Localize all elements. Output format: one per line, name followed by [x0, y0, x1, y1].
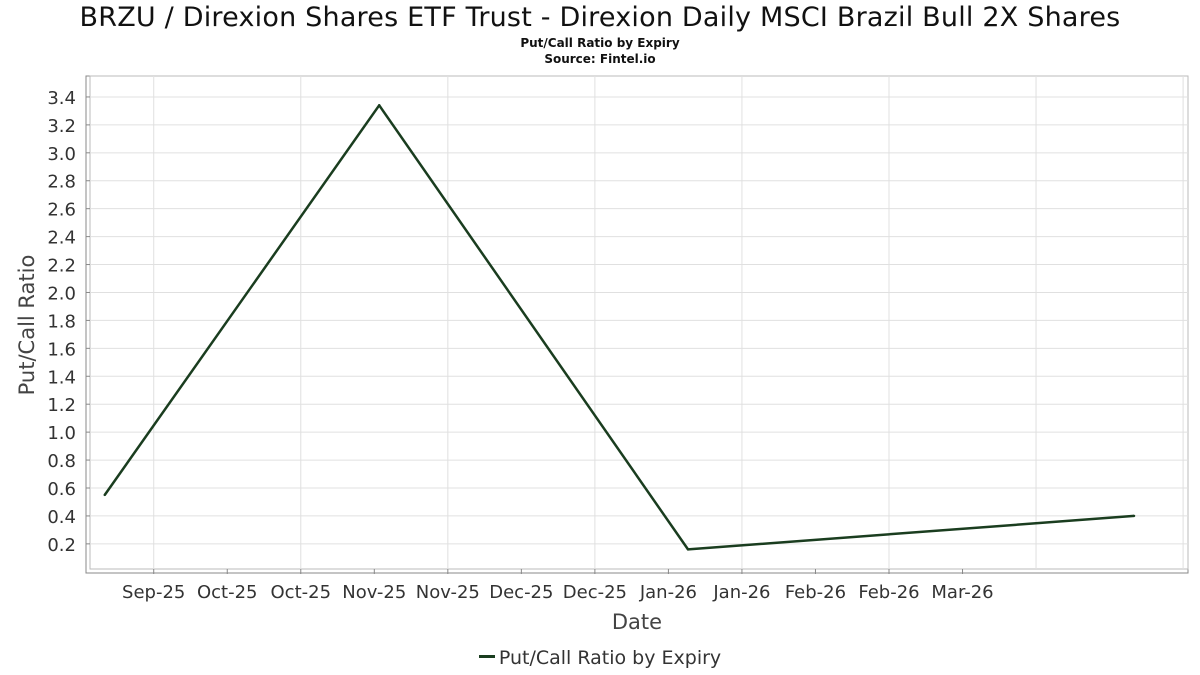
y-tick-label: 2.0 [47, 283, 76, 304]
x-axis-label: Date [612, 610, 662, 634]
chart-title: BRZU / Direxion Shares ETF Trust - Direx… [79, 2, 1121, 33]
y-tick-label: 1.2 [47, 395, 76, 416]
y-axis-ticks: 0.2 0.4 0.6 0.8 1.0 1.2 1.4 1.6 1.8 2.0 2.2 2.4 2.6 2… [47, 88, 90, 556]
x-tick-label: Dec-25 [489, 582, 553, 603]
data-point [1132, 514, 1136, 518]
y-tick-label: 2.4 [47, 228, 76, 249]
x-tick-label: Mar-26 [931, 582, 993, 603]
legend-label: Put/Call Ratio by Expiry [498, 647, 722, 669]
plot-area-inner-frame [89, 75, 1189, 570]
y-tick-label: 1.0 [47, 423, 76, 444]
y-tick-label: 2.2 [47, 256, 76, 277]
data-point [686, 548, 690, 551]
chart-subtitle: Put/Call Ratio by Expiry [520, 36, 680, 50]
y-tick-label: 1.8 [47, 311, 76, 332]
y-tick-label: 2.6 [47, 200, 76, 221]
x-tick-label: Oct-25 [271, 582, 332, 603]
y-tick-label: 2.8 [47, 172, 76, 193]
y-tick-label: 1.4 [47, 367, 76, 388]
y-tick-label: 0.2 [47, 535, 76, 556]
x-tick-label: Nov-25 [342, 582, 406, 603]
data-point [378, 104, 381, 107]
x-tick-label: Dec-25 [563, 582, 627, 603]
x-tick-label: Feb-26 [785, 582, 846, 603]
series-layer [103, 104, 1136, 551]
y-tick-label: 0.8 [47, 451, 76, 472]
x-tick-label: Feb-26 [858, 582, 919, 603]
legend: Put/Call Ratio by Expiry [0, 647, 1200, 669]
y-tick-label: 3.4 [47, 88, 76, 109]
series-line [103, 104, 1135, 551]
x-tick-label: Jan-26 [639, 582, 697, 603]
x-axis-ticks: Sep-25 Oct-25 Oct-25 Nov-25 Nov-25 Dec-25 Dec-… [122, 569, 994, 603]
y-axis-label: Put/Call Ratio [15, 255, 39, 396]
y-tick-label: 1.6 [47, 339, 76, 360]
x-tick-label: Sep-25 [122, 582, 185, 603]
y-tick-label: 3.2 [47, 116, 76, 137]
legend-swatch [478, 655, 495, 658]
x-tick-label: Oct-25 [197, 582, 258, 603]
x-tick-label: Nov-25 [416, 582, 480, 603]
y-tick-label: 0.6 [47, 479, 76, 500]
data-point [103, 493, 106, 497]
gridlines [90, 76, 1188, 569]
chart-source: Source: Fintel.io [544, 52, 656, 66]
x-tick-label: Jan-26 [712, 582, 770, 603]
y-tick-label: 3.0 [47, 144, 76, 165]
y-tick-label: 0.4 [47, 507, 76, 528]
plot-area [85, 75, 1189, 574]
